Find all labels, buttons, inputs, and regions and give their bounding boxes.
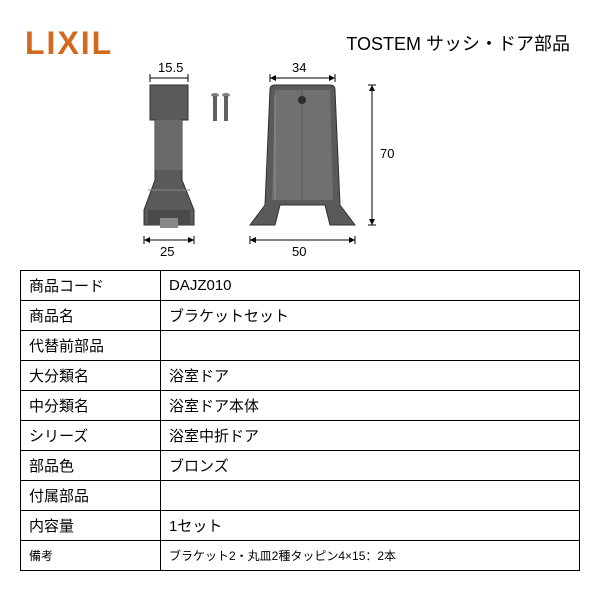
table-value: ブロンズ [161, 451, 580, 481]
dim-bottom-right: 50 [292, 244, 306, 259]
screws-icon [211, 93, 230, 121]
diagram-svg: 15.5 25 34 [130, 60, 470, 260]
table-value: 浴室ドア本体 [161, 391, 580, 421]
table-row: 中分類名浴室ドア本体 [21, 391, 580, 421]
table-label: 部品色 [21, 451, 161, 481]
table-value: ブラケット2・丸皿2種タッピン4×15：2本 [161, 541, 580, 571]
table-row: 大分類名浴室ドア [21, 361, 580, 391]
table-row: 備考ブラケット2・丸皿2種タッピン4×15：2本 [21, 541, 580, 571]
table-row: 付属部品 [21, 481, 580, 511]
table-label: 備考 [21, 541, 161, 571]
table-label: 付属部品 [21, 481, 161, 511]
page-title: TOSTEM サッシ・ドア部品 [346, 30, 570, 56]
table-row: 商品名ブラケットセット [21, 301, 580, 331]
bracket-side-view [144, 85, 194, 228]
dim-top-left: 15.5 [158, 60, 183, 75]
table-value [161, 331, 580, 361]
table-label: 中分類名 [21, 391, 161, 421]
bracket-front-view [250, 85, 355, 225]
table-value: ブラケットセット [161, 301, 580, 331]
table-label: 大分類名 [21, 361, 161, 391]
brand-logo: LIXIL [25, 25, 113, 62]
dim-bottom-left: 25 [160, 244, 174, 259]
table-row: シリーズ浴室中折ドア [21, 421, 580, 451]
table-label: 内容量 [21, 511, 161, 541]
dim-right-side: 70 [380, 146, 394, 161]
table-row: 代替前部品 [21, 331, 580, 361]
table-label: 商品名 [21, 301, 161, 331]
table-value: 浴室中折ドア [161, 421, 580, 451]
table-label: 代替前部品 [21, 331, 161, 361]
table-row: 内容量1セット [21, 511, 580, 541]
table-value [161, 481, 580, 511]
table-value: DAJZ010 [161, 271, 580, 301]
table-row: 部品色ブロンズ [21, 451, 580, 481]
table-value: 浴室ドア [161, 361, 580, 391]
table-value: 1セット [161, 511, 580, 541]
spec-table: 商品コードDAJZ010商品名ブラケットセット代替前部品大分類名浴室ドア中分類名… [20, 270, 580, 571]
product-diagram: 15.5 25 34 [130, 60, 470, 260]
table-row: 商品コードDAJZ010 [21, 271, 580, 301]
dim-top-right: 34 [292, 60, 306, 75]
table-label: 商品コード [21, 271, 161, 301]
table-label: シリーズ [21, 421, 161, 451]
